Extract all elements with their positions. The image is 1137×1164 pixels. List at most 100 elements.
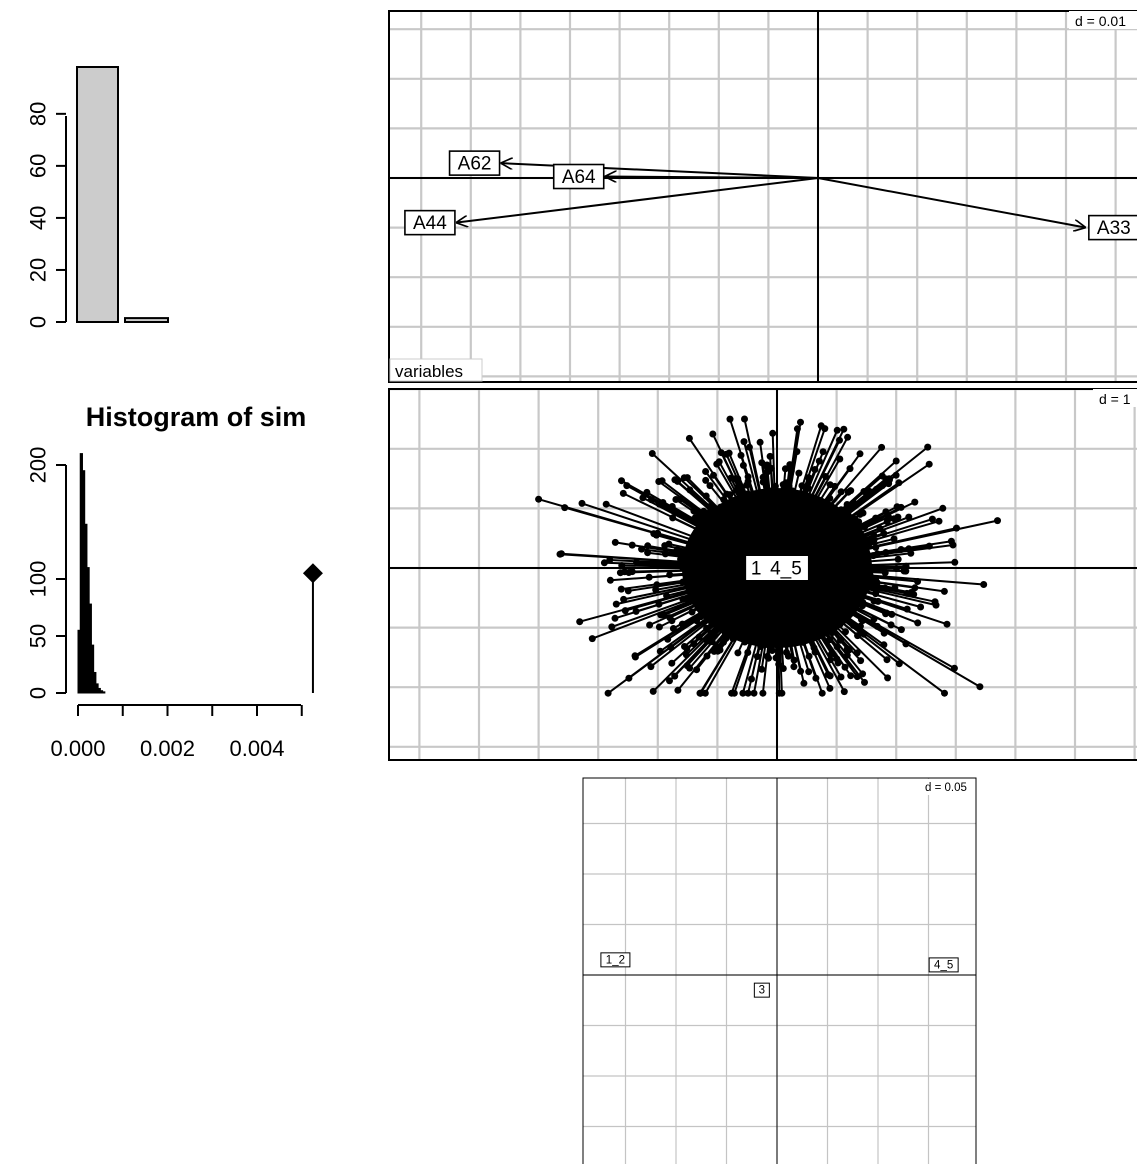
- individual-point: [812, 581, 820, 589]
- individual-point: [703, 575, 711, 583]
- individual-point: [772, 502, 780, 510]
- individual-point: [686, 486, 694, 494]
- individual-point: [754, 594, 762, 602]
- variables-panel-label: variables: [395, 362, 463, 381]
- individual-point: [862, 586, 870, 594]
- individual-point: [588, 635, 596, 643]
- individual-point: [844, 488, 852, 496]
- individual-point: [643, 488, 651, 496]
- individual-point: [665, 540, 673, 548]
- individual-point: [859, 670, 867, 678]
- variables-panel-box: [389, 358, 483, 382]
- individual-point: [809, 501, 817, 509]
- individual-point: [761, 549, 769, 557]
- individual-point: [894, 555, 902, 563]
- individual-point: [844, 433, 852, 441]
- individual-point: [726, 415, 734, 423]
- individual-point: [755, 505, 763, 513]
- individual-point: [935, 517, 943, 525]
- individual-point: [829, 529, 837, 537]
- individual-point: [888, 610, 896, 618]
- variables-arrows: A62 A64 A44 A33: [404, 150, 1137, 241]
- variable-label-box: [552, 163, 605, 190]
- individual-point: [804, 484, 812, 492]
- individual-point: [655, 500, 663, 508]
- observed-value-marker: [302, 563, 323, 693]
- individual-point: [695, 569, 703, 577]
- individual-point: [757, 617, 765, 625]
- individual-point: [903, 589, 911, 597]
- individuals-plot: 1 4_5 d = 1: [388, 388, 1137, 761]
- individual-point: [932, 601, 940, 609]
- individual-point: [743, 584, 751, 592]
- individual-point: [631, 652, 639, 660]
- individual-point: [677, 555, 685, 563]
- individual-point: [778, 689, 786, 697]
- individual-point: [647, 496, 655, 504]
- individual-point: [683, 662, 691, 670]
- groups-plot: 1_2 3 4_5 d = 0.05: [582, 777, 977, 1164]
- individual-point: [852, 604, 860, 611]
- individual-point: [822, 473, 830, 480]
- individual-point: [805, 475, 813, 482]
- individual-point: [735, 553, 742, 561]
- individual-point: [845, 538, 852, 546]
- individual-point: [828, 563, 836, 571]
- individual-point: [841, 564, 849, 572]
- individual-point: [872, 575, 879, 583]
- individual-point: [728, 586, 736, 594]
- individual-point: [720, 496, 728, 504]
- individual-point: [667, 643, 675, 651]
- individual-point: [809, 605, 817, 613]
- eigen-bars: [76, 66, 169, 323]
- individual-point: [876, 525, 884, 533]
- individual-point: [751, 542, 759, 550]
- individual-point: [693, 547, 700, 555]
- hist-bar: [93, 671, 97, 694]
- individual-point: [649, 687, 657, 695]
- individual-point: [891, 584, 899, 592]
- individual-point: [725, 501, 733, 508]
- individual-point: [742, 493, 750, 501]
- individual-point: [721, 628, 729, 636]
- individual-point: [860, 630, 868, 638]
- individual-point: [738, 515, 746, 523]
- individual-point: [638, 545, 646, 553]
- individual-point: [689, 553, 696, 561]
- individual-point: [805, 580, 813, 587]
- individual-point: [827, 574, 835, 582]
- individual-point: [835, 582, 843, 590]
- individual-point: [838, 591, 846, 599]
- individual-point: [655, 478, 663, 485]
- individual-point: [729, 540, 737, 548]
- individual-point: [673, 546, 681, 554]
- individual-point: [804, 533, 812, 541]
- variable-label-box: [1088, 214, 1137, 241]
- individual-point: [801, 631, 809, 639]
- groups-scale-box: [921, 779, 975, 795]
- individual-point: [843, 501, 851, 508]
- individual-point: [759, 478, 767, 486]
- individual-point: [761, 585, 769, 592]
- group-point-box: [600, 952, 631, 968]
- variable-label-A44: A44: [413, 213, 447, 234]
- individual-point: [742, 611, 750, 619]
- individual-point: [835, 551, 843, 559]
- individual-point: [813, 632, 821, 640]
- individual-point: [846, 520, 853, 528]
- individual-point: [700, 507, 708, 515]
- individual-point: [708, 620, 716, 628]
- individual-point: [883, 656, 891, 664]
- individual-point: [878, 472, 886, 480]
- individual-point: [654, 529, 662, 537]
- individual-point: [678, 620, 686, 628]
- variable-arrow-A64: [605, 177, 819, 178]
- hist-y-tick-label: 50: [26, 624, 51, 648]
- individual-point: [668, 503, 676, 510]
- individual-point: [818, 514, 826, 521]
- individual-point: [793, 448, 801, 456]
- individual-point: [729, 527, 737, 535]
- individual-point: [784, 603, 792, 611]
- individual-point: [612, 600, 620, 608]
- individual-point: [702, 476, 710, 484]
